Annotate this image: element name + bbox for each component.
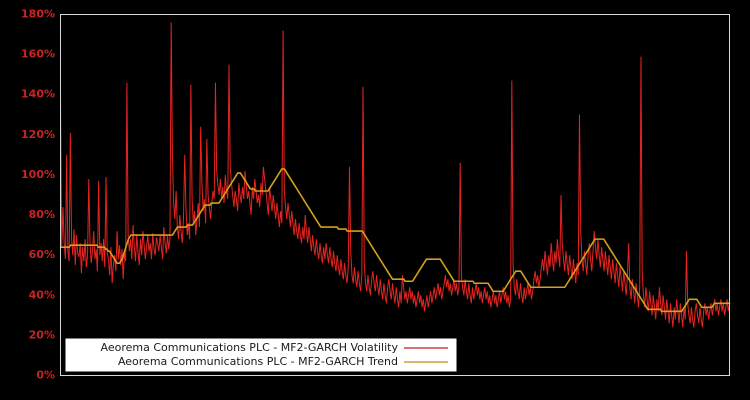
y-axis-tick-label: 80% <box>29 208 55 221</box>
legend-entry-label: Aeorema Communications PLC - MF2-GARCH V… <box>101 341 399 354</box>
volatility-series-line <box>60 22 730 328</box>
y-axis-tick-label: 140% <box>21 88 55 101</box>
y-axis-tick-label: 160% <box>21 48 55 61</box>
chart-series-layer <box>59 22 731 328</box>
y-axis-tick-label: 180% <box>21 8 55 21</box>
legend-entry-label: Aeorema Communications PLC - MF2-GARCH T… <box>118 355 398 368</box>
y-axis-tick-labels: 0% 20% 40% 60% 80% 100% 120% 140% 160% 180% <box>21 8 55 382</box>
trend-series-line <box>59 168 731 313</box>
chart-legend[interactable]: Aeorema Communications PLC - MF2-GARCH V… <box>65 338 457 372</box>
y-axis-tick-label: 60% <box>29 248 55 261</box>
plot-area-border <box>60 14 730 376</box>
y-axis-tick-label: 40% <box>29 288 55 301</box>
y-axis-tick-label: 100% <box>21 168 55 181</box>
y-axis-tick-label: 0% <box>36 369 55 382</box>
y-axis-tick-label: 120% <box>21 128 55 141</box>
legend-background <box>65 338 457 372</box>
y-axis-tick-label: 20% <box>29 328 55 341</box>
